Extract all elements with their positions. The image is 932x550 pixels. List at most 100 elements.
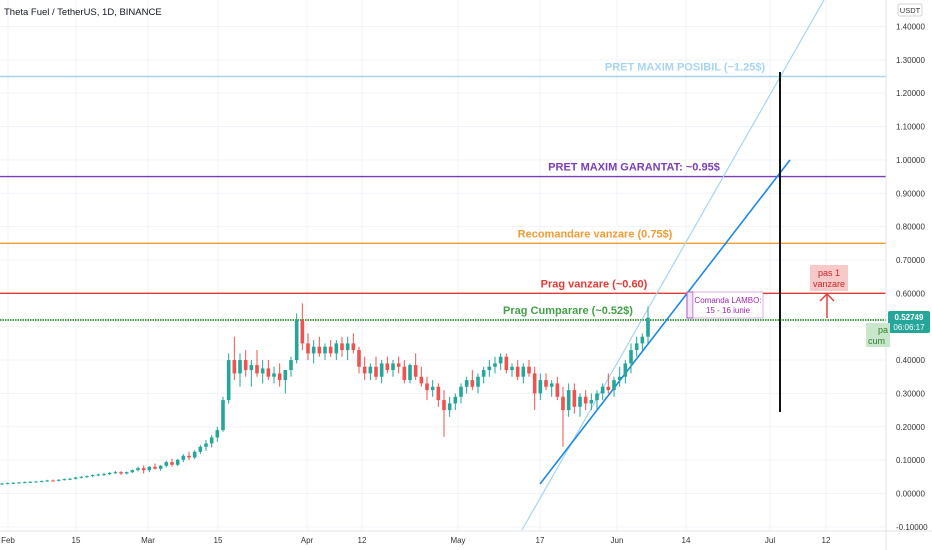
candle-body <box>640 336 645 344</box>
candle-body <box>238 360 242 374</box>
candle-body <box>555 383 560 397</box>
candle-body <box>538 380 543 394</box>
sell-step-box <box>810 265 848 291</box>
y-tick-label: 1.40000 <box>896 22 925 31</box>
candle-body <box>153 466 157 469</box>
y-tick-label: 0.20000 <box>896 423 925 432</box>
trend-lines <box>521 0 825 531</box>
candle-body <box>487 366 492 371</box>
candle-body <box>629 350 633 364</box>
candle-body <box>11 482 16 484</box>
candle-body <box>634 343 639 351</box>
x-tick-label: Jul <box>765 536 775 545</box>
candle-body <box>113 472 118 474</box>
horizontal-levels <box>0 75 886 322</box>
candle-body <box>436 386 441 401</box>
candle-body <box>266 368 271 377</box>
candle-body <box>464 380 469 387</box>
candle-body <box>408 365 412 381</box>
candle-body <box>300 320 305 344</box>
candle-body <box>374 366 378 377</box>
x-tick-label: May <box>450 536 465 545</box>
candle-body <box>68 478 72 480</box>
candle-body <box>413 365 418 377</box>
candle-body <box>181 455 186 460</box>
candle-body <box>221 400 225 431</box>
candle-body <box>5 483 10 485</box>
candle-body <box>510 366 514 371</box>
candle-body <box>493 363 497 367</box>
candle-body <box>340 343 344 351</box>
y-tick-label: 0.10000 <box>896 456 925 465</box>
x-tick-label: 14 <box>682 536 691 545</box>
candle-body <box>22 482 27 484</box>
candle-body <box>345 343 350 351</box>
candle-body <box>204 443 208 447</box>
y-tick-label: 0.80000 <box>896 223 925 232</box>
time-axis[interactable]: Feb 15 Mar 15 Apr 12 May 17 Jun 14 Jul 12 <box>0 530 932 545</box>
x-tick-label: 15 <box>214 536 223 545</box>
candle-body <box>612 380 616 391</box>
candle-body <box>39 481 44 483</box>
candle-body <box>79 476 84 478</box>
currency-label: USDT <box>900 6 921 15</box>
x-tick-label: Jun <box>611 536 624 545</box>
candle-body <box>119 472 123 474</box>
candle-body <box>515 366 520 377</box>
price-tag-countdown: 06:06:17 <box>893 323 925 332</box>
axis-bg <box>886 0 932 550</box>
candle-body <box>311 346 316 354</box>
max-possible-trendline <box>521 0 825 531</box>
y-tick-label: 1.30000 <box>896 56 925 65</box>
candle-body <box>209 437 214 444</box>
candle-body <box>328 346 333 354</box>
buy-step-line-1: pa <box>878 325 888 335</box>
candle-body <box>595 393 599 401</box>
level-label: PRET MAXIM GARANTAT: ~0.95$ <box>548 162 720 174</box>
sell-arrow-head <box>819 293 835 302</box>
level-label: Prag vanzare (~0.60) <box>541 278 648 290</box>
candle-body <box>544 380 548 387</box>
candle-body <box>368 366 373 374</box>
candle-body <box>96 474 101 476</box>
candle-body <box>73 477 78 479</box>
y-tick-label: 0.00000 <box>896 490 925 499</box>
candle-body <box>617 376 622 381</box>
level-labels: PRET MAXIM POSIBIL (~1.25$) PRET MAXIM GA… <box>503 62 765 318</box>
candle-body <box>187 455 191 458</box>
candle-body <box>277 373 282 381</box>
candle-body <box>578 396 582 407</box>
candle-body <box>317 346 322 354</box>
support-trendline <box>539 159 791 485</box>
candle-body <box>646 317 650 337</box>
candle-body <box>402 366 407 381</box>
x-tick-label: 15 <box>72 536 81 545</box>
candle-body <box>306 343 310 354</box>
candle-body <box>453 396 458 404</box>
sell-step-line-2: vanzare <box>813 279 845 289</box>
level-label: Recomandare vanzare (0.75$) <box>518 228 673 240</box>
candle-body <box>45 480 50 482</box>
candle-body <box>85 476 89 478</box>
x-tick-label: 12 <box>822 536 831 545</box>
candle-body <box>170 462 174 465</box>
lambo-line-2: 15 - 16 iunie <box>706 306 751 315</box>
candle-body <box>430 386 435 391</box>
candle-body <box>623 363 628 377</box>
candle-body <box>283 370 288 381</box>
lambo-annotation: Comanda LAMBO: 15 - 16 iunie <box>686 291 764 319</box>
candle-body <box>334 343 339 354</box>
candle-body <box>130 470 135 473</box>
x-tick-labels: Feb 15 Mar 15 Apr 12 May 17 Jun 14 Jul 12 <box>1 536 831 545</box>
candle-body <box>425 383 429 391</box>
price-axis[interactable]: -0.10000 0.00000 0.10000 0.20000 0.30000 0.40… <box>866 0 932 550</box>
candle-body <box>351 343 356 351</box>
candle-body <box>62 479 67 481</box>
x-tick-label: 17 <box>536 536 545 545</box>
buy-step-box <box>866 323 890 347</box>
candle-body <box>243 360 248 371</box>
chart-grid <box>0 0 886 531</box>
y-tick-label: 0.70000 <box>896 256 925 265</box>
candle-body <box>459 386 463 397</box>
